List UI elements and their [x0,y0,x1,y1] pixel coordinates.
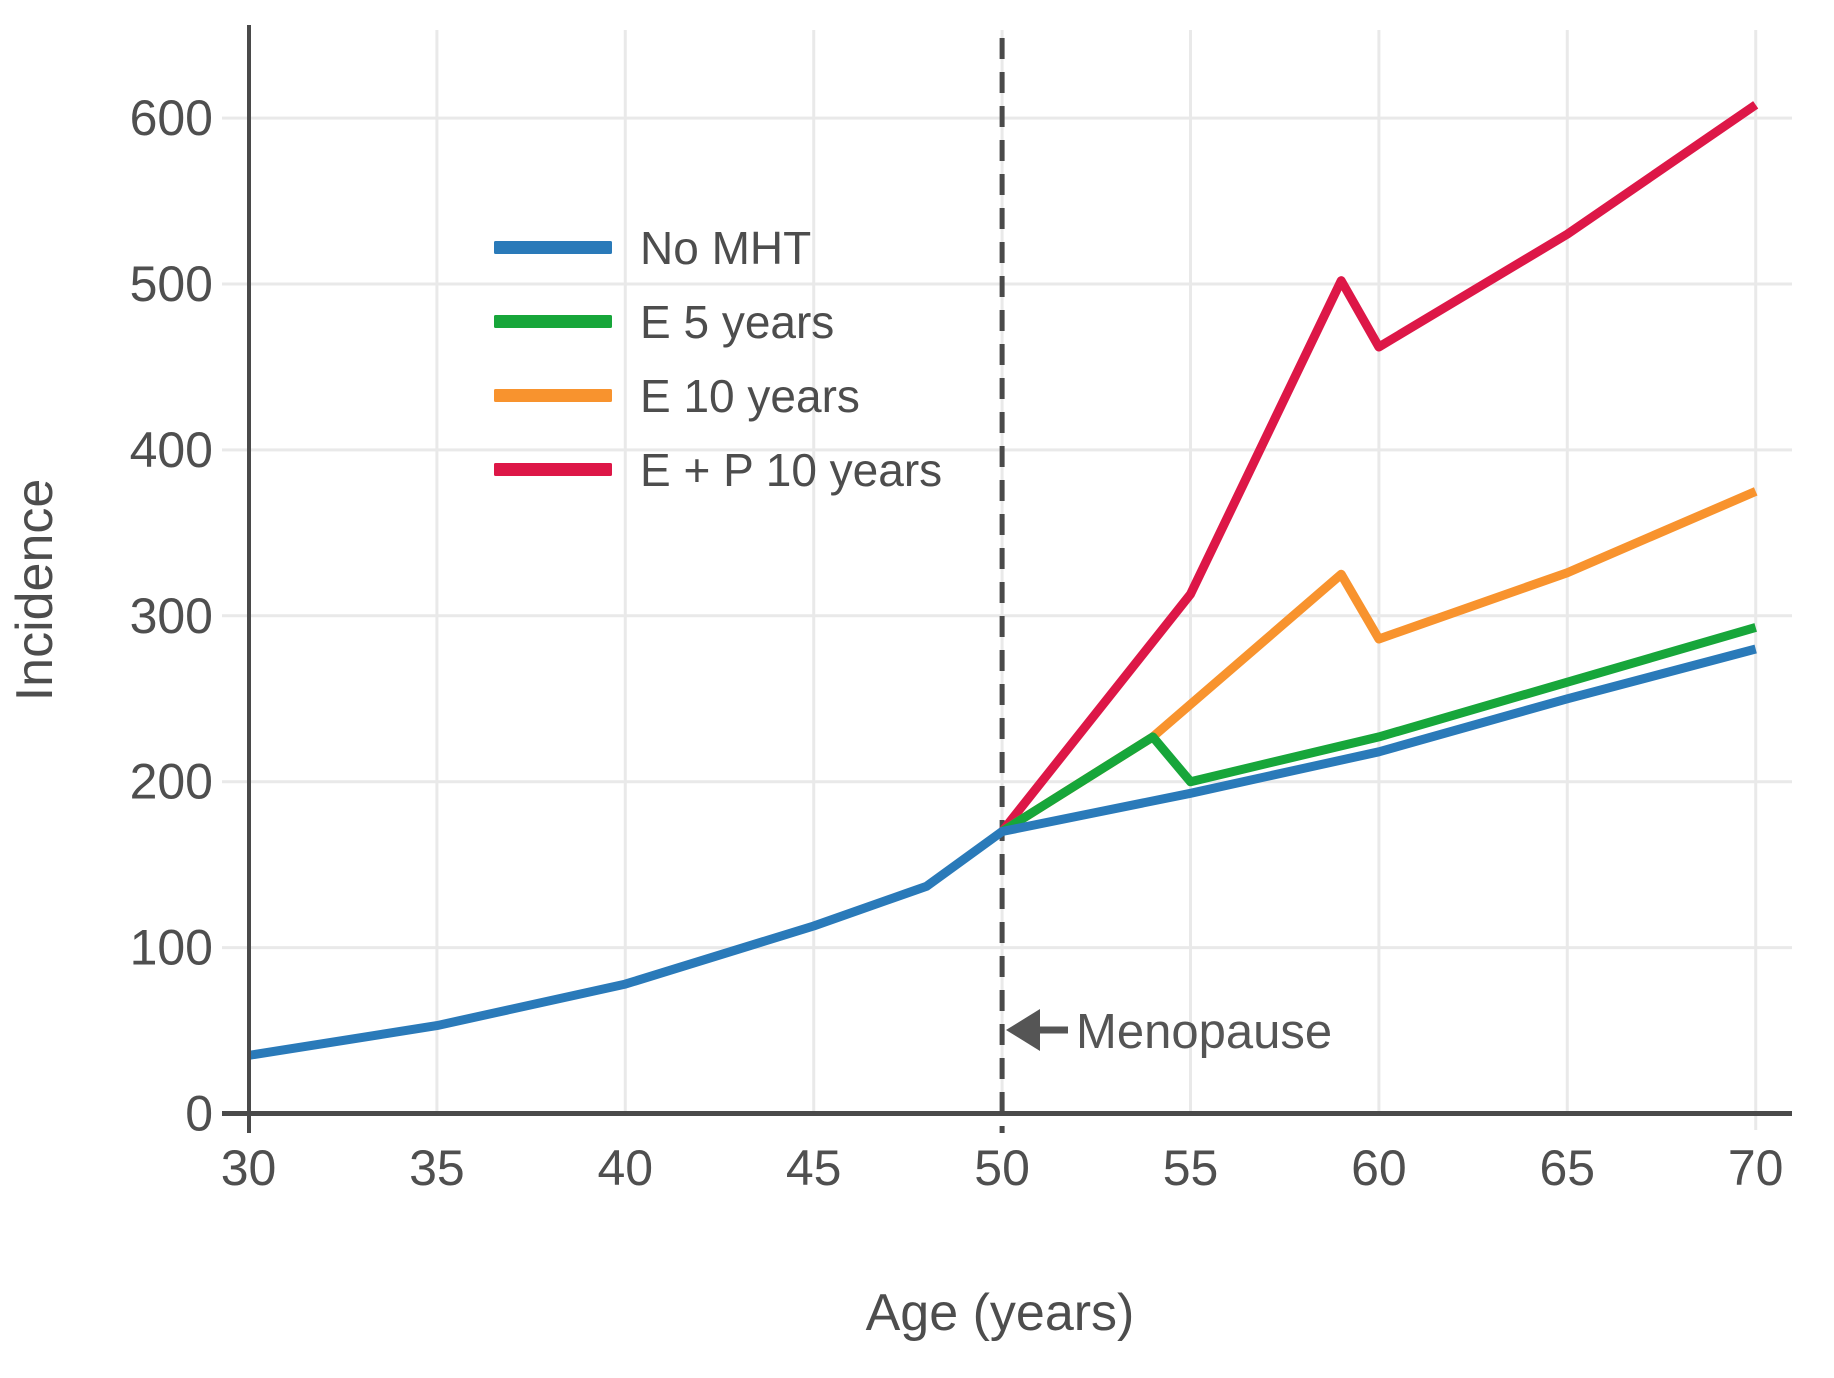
y-tick-label-500: 500 [130,256,213,312]
legend-label-e-10-years: E 10 years [640,370,860,422]
legend-swatch-e-10-years [494,389,612,402]
x-tick-label-65: 65 [1539,1140,1595,1196]
x-tick-label-40: 40 [597,1140,653,1196]
menopause-annotation-label: Menopause [1076,1005,1332,1059]
legend-label-e-p-10-years: E + P 10 years [640,444,942,496]
x-axis-title: Age (years) [866,1284,1135,1342]
series-line-e-p-10-years [998,101,1759,835]
y-tick-label-300: 300 [130,588,213,644]
left-arrow-icon [1006,1009,1040,1051]
legend-label-e-5-years: E 5 years [640,296,834,348]
x-tick-label-45: 45 [786,1140,842,1196]
x-tick-label-30: 30 [221,1140,277,1196]
x-tick-label-70: 70 [1728,1140,1784,1196]
y-tick-label-600: 600 [130,90,213,146]
series-line-e-5-years [999,623,1757,836]
x-tick-label-50: 50 [974,1140,1030,1196]
legend-swatch-e-p-10-years [494,463,612,476]
legend-label-no-mht: No MHT [640,222,811,274]
x-tick-label-60: 60 [1351,1140,1407,1196]
y-tick-label-400: 400 [130,422,213,478]
y-axis-title: Incidence [6,479,64,702]
legend-swatch-no-mht [494,241,612,254]
series-line-no-mht [247,644,1757,1060]
x-tick-label-55: 55 [1163,1140,1219,1196]
y-tick-label-200: 200 [130,754,213,810]
y-tick-label-0: 0 [185,1086,213,1142]
legend-swatch-e-5-years [494,315,612,328]
x-tick-label-35: 35 [409,1140,465,1196]
y-tick-label-100: 100 [130,920,213,976]
